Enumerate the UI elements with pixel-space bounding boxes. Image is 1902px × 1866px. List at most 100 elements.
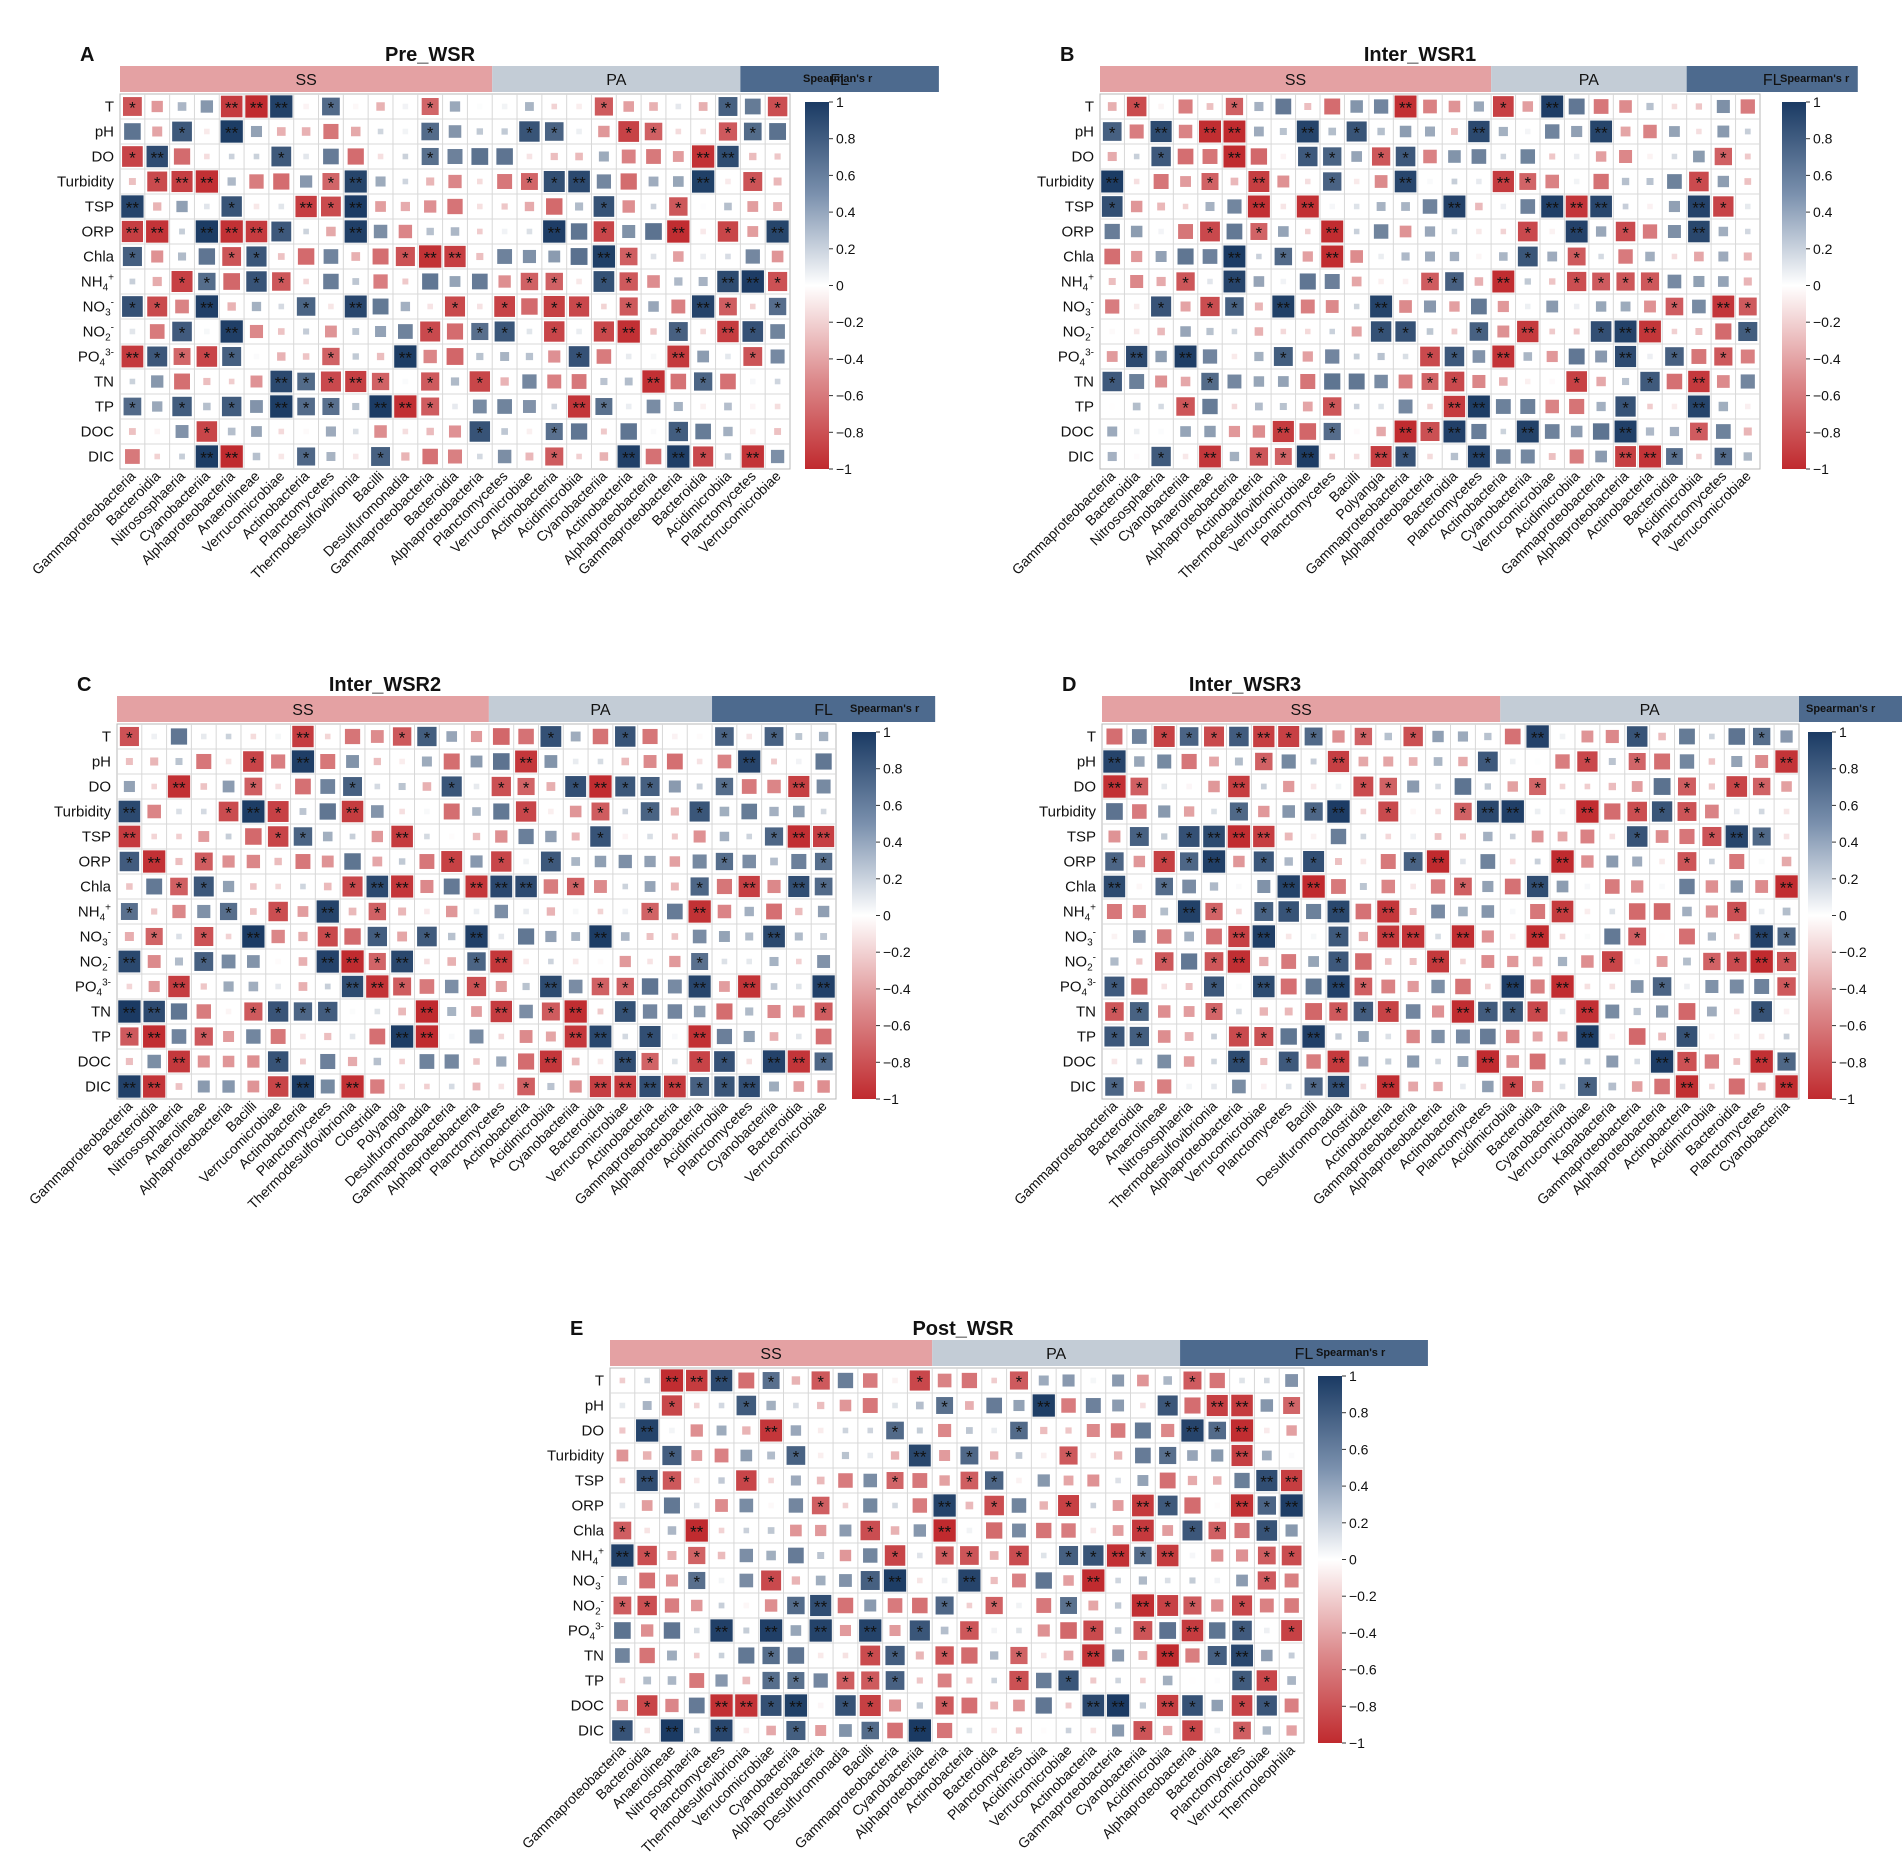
significance-mark: * — [1310, 729, 1317, 748]
heatmap-cell — [523, 908, 529, 915]
heatmap-cell — [568, 296, 590, 317]
heatmap-cell — [1407, 1055, 1420, 1068]
heatmap-cell — [143, 1025, 166, 1048]
heatmap-cell — [148, 980, 160, 993]
heatmap-cell — [767, 779, 781, 794]
significance-mark: * — [647, 1029, 654, 1048]
colorbar-tick-label: 0.8 — [883, 761, 903, 777]
significance-mark: * — [1285, 904, 1292, 923]
significance-mark: ** — [519, 754, 533, 773]
heatmap-cell — [540, 975, 562, 998]
heatmap-cell — [515, 801, 537, 822]
heatmap-cell — [790, 1425, 802, 1436]
significance-mark: * — [771, 829, 778, 848]
significance-mark: * — [1427, 349, 1434, 368]
significance-mark: ** — [672, 349, 686, 368]
heatmap-cell — [545, 830, 557, 843]
heatmap-cell — [1443, 395, 1466, 418]
heatmap-cell — [147, 346, 168, 367]
heatmap-cell — [152, 126, 163, 137]
heatmap-cell — [352, 402, 360, 411]
heatmap-cell — [1225, 97, 1244, 116]
heatmap-cell — [1228, 1050, 1250, 1073]
heatmap-cell — [689, 801, 710, 822]
significance-mark: * — [551, 299, 558, 318]
heatmap-cell — [1182, 453, 1189, 460]
heatmap-cell — [1153, 174, 1169, 189]
heatmap-cell — [351, 252, 361, 261]
row-label: NO3- — [1065, 928, 1096, 949]
heatmap-cell — [200, 983, 207, 990]
significance-mark: * — [1684, 1029, 1691, 1048]
heatmap-cell — [1302, 351, 1313, 362]
heatmap-cell — [297, 248, 315, 265]
heatmap-cell — [501, 428, 508, 435]
heatmap-cell — [1752, 827, 1771, 846]
heatmap-cell — [450, 377, 460, 386]
heatmap-cell — [469, 421, 491, 442]
heatmap-cell — [1666, 373, 1683, 390]
row-label: T — [1085, 99, 1094, 116]
heatmap-cell — [1305, 328, 1311, 335]
significance-mark: * — [523, 1079, 530, 1098]
heatmap-cell — [1754, 979, 1770, 994]
heatmap-cell — [546, 198, 563, 215]
heatmap-cell — [1203, 976, 1225, 997]
heatmap-cell — [796, 758, 802, 765]
heatmap-cell — [1449, 301, 1460, 312]
heatmap-cell — [637, 1595, 657, 1616]
heatmap-cell — [764, 827, 784, 846]
heatmap-cell — [1658, 1032, 1666, 1041]
heatmap-cell — [390, 1025, 414, 1048]
significance-mark: * — [644, 1548, 651, 1567]
heatmap-cell — [1327, 750, 1350, 773]
heatmap-cell — [861, 1721, 879, 1740]
significance-mark: ** — [349, 199, 363, 218]
significance-mark: * — [1671, 449, 1678, 468]
heatmap-cell — [691, 295, 715, 318]
heatmap-cell — [171, 1029, 187, 1044]
significance-mark: * — [793, 1723, 800, 1742]
heatmap-cell — [1622, 203, 1629, 210]
significance-mark: ** — [1282, 879, 1296, 898]
heatmap-cell — [622, 1033, 629, 1040]
heatmap-cell — [500, 377, 509, 386]
heatmap-cell — [1111, 933, 1118, 940]
significance-mark: ** — [548, 224, 562, 243]
heatmap-cell — [196, 1004, 211, 1019]
heatmap-cell — [813, 1673, 828, 1688]
significance-mark: ** — [1203, 124, 1217, 143]
significance-mark: * — [1634, 729, 1641, 748]
heatmap-cell — [1181, 953, 1198, 970]
heatmap-cell — [1593, 173, 1609, 190]
heatmap-cell — [122, 146, 143, 167]
heatmap-cell — [1134, 1422, 1151, 1439]
heatmap-cell — [300, 175, 313, 188]
heatmap-cell — [1696, 453, 1702, 460]
significance-mark: * — [1310, 1079, 1317, 1098]
heatmap-cell — [1327, 1050, 1350, 1073]
heatmap-cell — [500, 352, 510, 361]
heatmap-cell — [246, 955, 260, 968]
heatmap-cell — [697, 350, 710, 363]
significance-mark: ** — [1594, 124, 1608, 143]
heatmap-cell — [892, 1402, 898, 1409]
significance-mark: * — [941, 1398, 948, 1417]
heatmap-cell — [1425, 251, 1435, 262]
heatmap-cell — [1568, 98, 1585, 115]
significance-mark: ** — [1252, 199, 1266, 218]
heatmap-cell — [125, 757, 133, 766]
significance-mark: * — [1733, 954, 1740, 973]
panel-title: Inter_WSR1 — [1364, 44, 1476, 66]
heatmap-cell — [1566, 371, 1587, 392]
heatmap-cell — [398, 858, 406, 865]
heatmap-cell — [271, 929, 285, 944]
significance-mark: * — [1264, 1673, 1271, 1692]
heatmap-cell — [1132, 904, 1146, 919]
significance-mark: ** — [641, 1473, 655, 1492]
heatmap-cell — [1559, 1058, 1566, 1065]
significance-mark: * — [1659, 979, 1666, 998]
heatmap-cell — [1777, 977, 1796, 996]
significance-mark: * — [749, 124, 756, 143]
